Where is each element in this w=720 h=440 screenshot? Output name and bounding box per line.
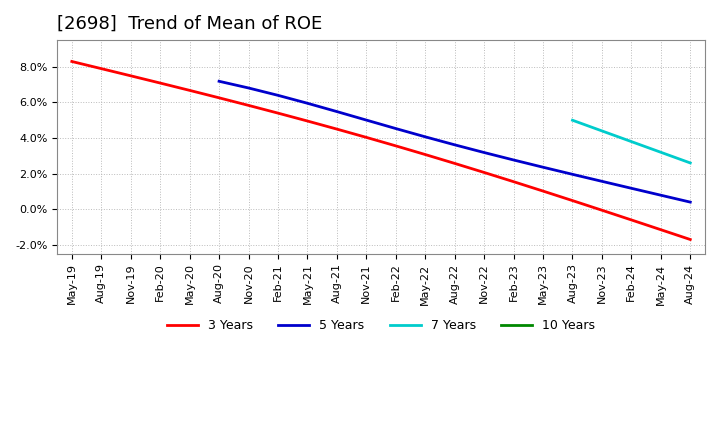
5 Years xyxy=(392,126,400,131)
5 Years xyxy=(244,85,253,91)
Line: 5 Years: 5 Years xyxy=(219,81,690,202)
3 Years xyxy=(686,237,695,242)
5 Years xyxy=(450,142,459,147)
5 Years xyxy=(539,165,547,170)
3 Years xyxy=(362,135,371,140)
3 Years xyxy=(68,59,76,64)
5 Years xyxy=(303,101,312,106)
3 Years xyxy=(568,198,577,203)
7 Years xyxy=(627,139,636,144)
5 Years xyxy=(215,79,223,84)
3 Years xyxy=(627,217,636,223)
7 Years xyxy=(657,150,665,155)
3 Years xyxy=(215,95,223,100)
3 Years xyxy=(185,88,194,93)
5 Years xyxy=(362,117,371,123)
5 Years xyxy=(627,186,636,191)
3 Years xyxy=(539,188,547,194)
7 Years xyxy=(568,117,577,123)
5 Years xyxy=(598,179,606,184)
5 Years xyxy=(657,193,665,198)
3 Years xyxy=(450,161,459,166)
5 Years xyxy=(509,158,518,163)
3 Years xyxy=(333,126,341,132)
Line: 3 Years: 3 Years xyxy=(72,62,690,239)
5 Years xyxy=(568,172,577,177)
3 Years xyxy=(657,227,665,232)
5 Years xyxy=(274,93,282,98)
Legend: 3 Years, 5 Years, 7 Years, 10 Years: 3 Years, 5 Years, 7 Years, 10 Years xyxy=(162,314,600,337)
7 Years xyxy=(598,128,606,134)
3 Years xyxy=(392,143,400,148)
5 Years xyxy=(480,150,488,155)
5 Years xyxy=(333,109,341,114)
3 Years xyxy=(156,81,164,86)
7 Years xyxy=(686,160,695,165)
Line: 7 Years: 7 Years xyxy=(572,120,690,163)
3 Years xyxy=(127,73,135,78)
3 Years xyxy=(421,152,430,157)
3 Years xyxy=(509,179,518,184)
Text: [2698]  Trend of Mean of ROE: [2698] Trend of Mean of ROE xyxy=(57,15,323,33)
5 Years xyxy=(686,199,695,205)
3 Years xyxy=(303,118,312,124)
3 Years xyxy=(598,208,606,213)
3 Years xyxy=(274,110,282,116)
5 Years xyxy=(421,134,430,139)
3 Years xyxy=(480,170,488,175)
3 Years xyxy=(244,103,253,108)
3 Years xyxy=(97,66,106,71)
